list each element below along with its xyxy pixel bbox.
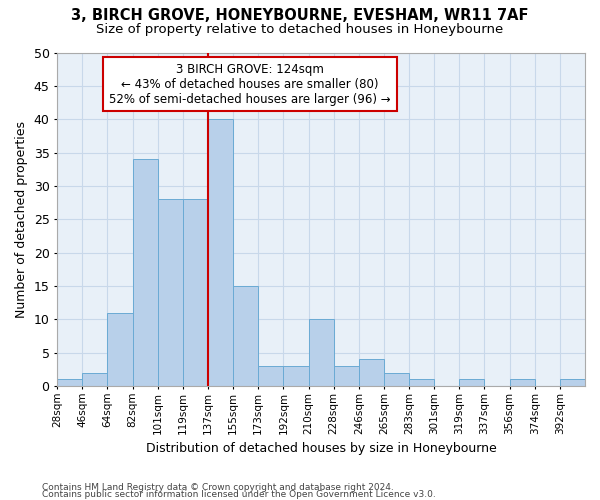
- Text: 3, BIRCH GROVE, HONEYBOURNE, EVESHAM, WR11 7AF: 3, BIRCH GROVE, HONEYBOURNE, EVESHAM, WR…: [71, 8, 529, 22]
- Bar: [183, 199, 208, 386]
- Bar: [308, 320, 334, 386]
- Y-axis label: Number of detached properties: Number of detached properties: [15, 120, 28, 318]
- X-axis label: Distribution of detached houses by size in Honeybourne: Distribution of detached houses by size …: [146, 442, 496, 455]
- Bar: [82, 372, 107, 386]
- Bar: [283, 366, 308, 386]
- Bar: [158, 199, 183, 386]
- Bar: [384, 372, 409, 386]
- Bar: [460, 380, 484, 386]
- Bar: [359, 360, 384, 386]
- Bar: [409, 380, 434, 386]
- Bar: [107, 312, 133, 386]
- Bar: [233, 286, 258, 386]
- Bar: [509, 380, 535, 386]
- Bar: [208, 119, 233, 386]
- Text: 3 BIRCH GROVE: 124sqm
← 43% of detached houses are smaller (80)
52% of semi-deta: 3 BIRCH GROVE: 124sqm ← 43% of detached …: [109, 62, 391, 106]
- Text: Contains HM Land Registry data © Crown copyright and database right 2024.: Contains HM Land Registry data © Crown c…: [42, 484, 394, 492]
- Bar: [57, 380, 82, 386]
- Bar: [560, 380, 585, 386]
- Bar: [258, 366, 283, 386]
- Bar: [133, 159, 158, 386]
- Text: Contains public sector information licensed under the Open Government Licence v3: Contains public sector information licen…: [42, 490, 436, 499]
- Bar: [334, 366, 359, 386]
- Text: Size of property relative to detached houses in Honeybourne: Size of property relative to detached ho…: [97, 22, 503, 36]
